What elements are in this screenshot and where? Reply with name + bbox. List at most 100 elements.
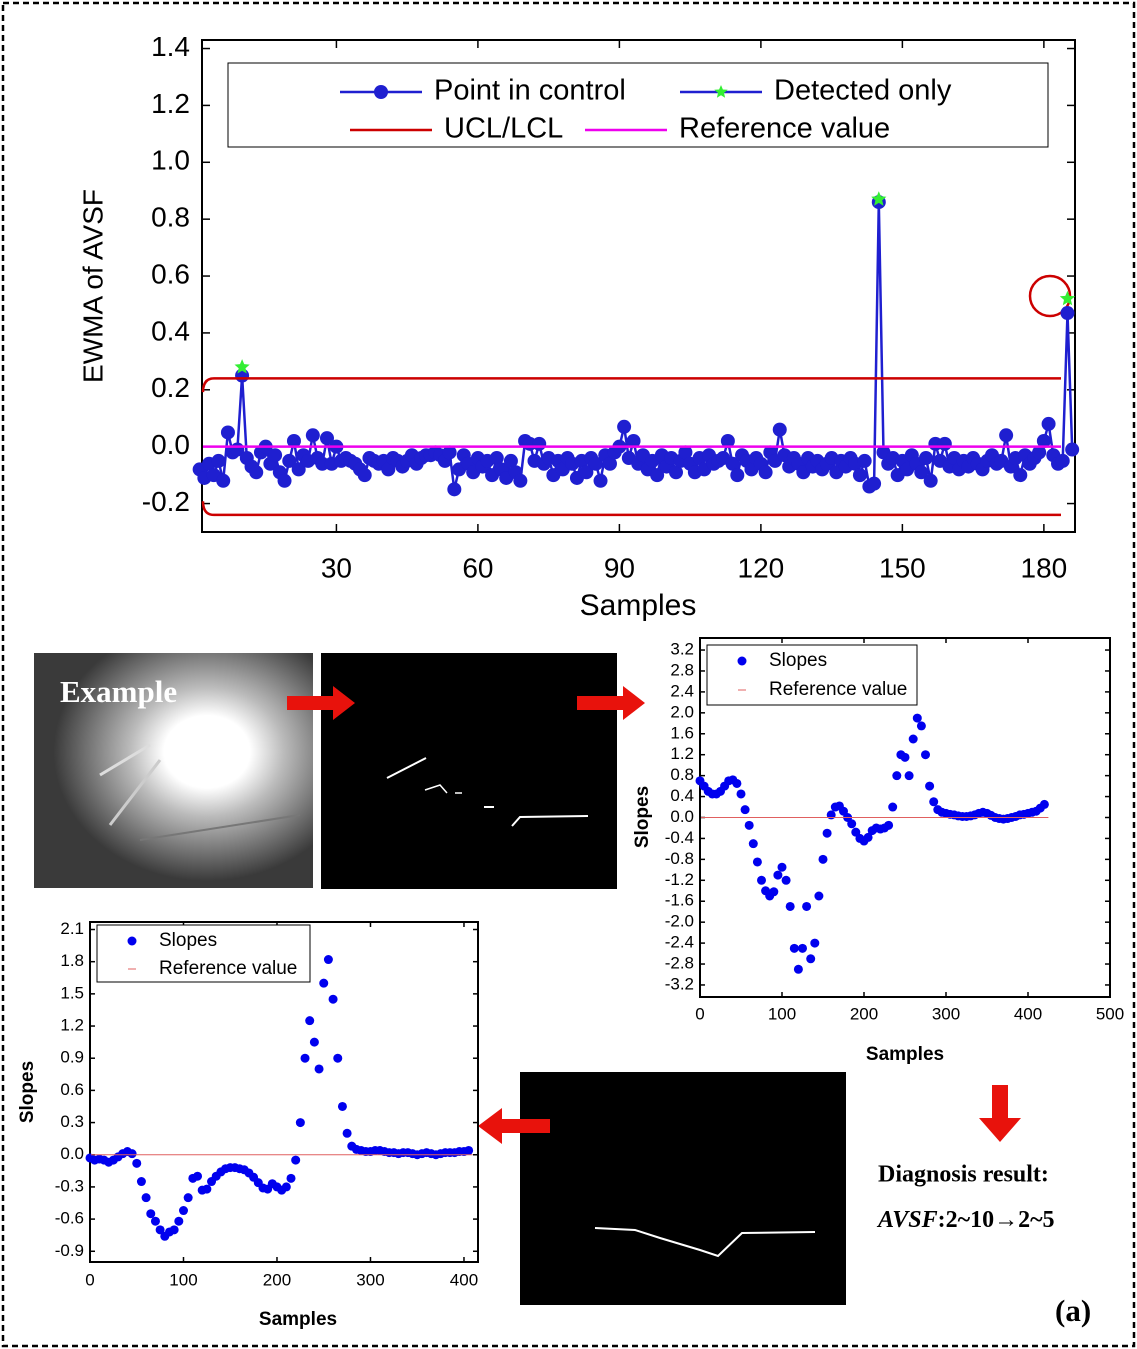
data-point bbox=[249, 465, 264, 480]
x-tick-label: 400 bbox=[1014, 1004, 1042, 1023]
data-point bbox=[752, 857, 762, 867]
data-point bbox=[626, 433, 641, 448]
diagnosis-metric: AVSF bbox=[876, 1207, 938, 1233]
data-point bbox=[852, 468, 867, 483]
y-tick-label: 0.0 bbox=[60, 1144, 84, 1163]
plot-frame bbox=[201, 39, 1076, 533]
data-point bbox=[211, 453, 226, 468]
y-tick-label: -1.2 bbox=[665, 870, 694, 889]
x-tick-label: 400 bbox=[450, 1270, 478, 1289]
y-tick-label: -0.4 bbox=[665, 828, 694, 847]
data-point bbox=[305, 428, 320, 443]
detected-point bbox=[1059, 290, 1076, 306]
data-point bbox=[785, 901, 795, 911]
y-axis-label: EWMA of AVSF bbox=[77, 189, 108, 383]
data-point bbox=[758, 465, 773, 480]
data-point bbox=[314, 1064, 324, 1074]
y-tick-label: 1.4 bbox=[151, 31, 190, 62]
y-tick-label: 0.8 bbox=[151, 202, 190, 233]
data-point bbox=[921, 750, 930, 760]
data-point bbox=[174, 1216, 184, 1226]
legend-marker bbox=[737, 656, 747, 666]
data-point bbox=[295, 1118, 305, 1128]
data-point bbox=[918, 451, 933, 466]
data-point bbox=[291, 462, 306, 477]
data-point bbox=[282, 453, 297, 468]
y-tick-label: -0.6 bbox=[55, 1209, 84, 1228]
y-tick-label: 0.4 bbox=[151, 315, 190, 346]
data-point bbox=[319, 431, 334, 446]
detected-point bbox=[234, 359, 250, 374]
chart: -0.2 0.0 0.2 0.4 0.6 0.8 1.0 1.2 1.4 30 60 90 120 150… bbox=[77, 31, 1080, 622]
legend-label: UCL/LCL bbox=[444, 113, 563, 145]
data-point bbox=[141, 1193, 151, 1203]
data-point bbox=[286, 433, 301, 448]
data-point bbox=[789, 943, 799, 953]
legend-marker bbox=[127, 936, 137, 946]
data-point bbox=[730, 468, 745, 483]
data-point bbox=[178, 1206, 188, 1216]
y-tick-label: -0.3 bbox=[55, 1176, 84, 1195]
data-point bbox=[822, 828, 832, 838]
y-tick-label: 1.2 bbox=[151, 88, 190, 119]
data-point bbox=[342, 1128, 352, 1138]
data-point bbox=[150, 1216, 160, 1226]
x-tick-label: 30 bbox=[321, 552, 352, 583]
data-point bbox=[740, 805, 750, 815]
y-tick-label: 0.3 bbox=[60, 1112, 84, 1131]
data-point bbox=[720, 433, 735, 448]
data-point bbox=[1032, 445, 1047, 460]
data-point bbox=[277, 473, 292, 488]
y-tick-label: -0.2 bbox=[142, 486, 190, 517]
x-tick-label: 100 bbox=[169, 1270, 197, 1289]
data-point bbox=[268, 448, 283, 463]
data-point bbox=[793, 964, 803, 974]
y-tick-label: -1.6 bbox=[665, 891, 694, 910]
data-point bbox=[925, 781, 935, 791]
data-point bbox=[929, 797, 939, 807]
data-point bbox=[357, 468, 372, 483]
data-point bbox=[513, 473, 528, 488]
legend-box bbox=[96, 924, 311, 983]
data-point bbox=[319, 978, 329, 988]
data-point bbox=[916, 721, 926, 731]
x-tick-label: 150 bbox=[879, 552, 926, 583]
data-point bbox=[725, 456, 740, 471]
data-point bbox=[617, 419, 632, 434]
data-point bbox=[532, 436, 547, 451]
y-tick-label: 0.9 bbox=[60, 1048, 84, 1067]
data-point bbox=[757, 875, 766, 885]
data-point bbox=[847, 819, 857, 829]
legend-marker bbox=[374, 85, 388, 99]
y-tick-label: -0.8 bbox=[665, 849, 694, 868]
data-point bbox=[146, 1209, 156, 1219]
legend-label: Reference value bbox=[159, 958, 297, 979]
legend-label: Slopes bbox=[769, 650, 827, 671]
x-tick-label: 120 bbox=[738, 552, 785, 583]
data-point bbox=[464, 1145, 474, 1155]
data-point bbox=[202, 1184, 212, 1194]
data-point bbox=[912, 713, 922, 723]
x-tick-label: 100 bbox=[768, 1004, 796, 1023]
data-point bbox=[650, 468, 665, 483]
y-tick-label: 2.1 bbox=[60, 919, 84, 938]
data-point bbox=[678, 445, 693, 460]
detected-point bbox=[871, 191, 887, 206]
y-tick-label: 0.2 bbox=[151, 372, 190, 403]
data-point bbox=[1039, 799, 1049, 809]
y-axis-label: Slopes bbox=[632, 786, 653, 848]
data-point bbox=[291, 1155, 301, 1165]
y-tick-label: 0.6 bbox=[60, 1080, 84, 1099]
data-point bbox=[286, 1173, 296, 1183]
y-tick-label: 1.5 bbox=[60, 983, 84, 1002]
y-tick-label: 0.6 bbox=[151, 258, 190, 289]
flow-arrow bbox=[287, 686, 1021, 1144]
data-point bbox=[155, 1225, 165, 1235]
data-point bbox=[489, 451, 504, 466]
legend-label: Reference value bbox=[769, 679, 907, 700]
data-point bbox=[888, 802, 898, 812]
y-tick-label: -2.0 bbox=[665, 912, 694, 931]
